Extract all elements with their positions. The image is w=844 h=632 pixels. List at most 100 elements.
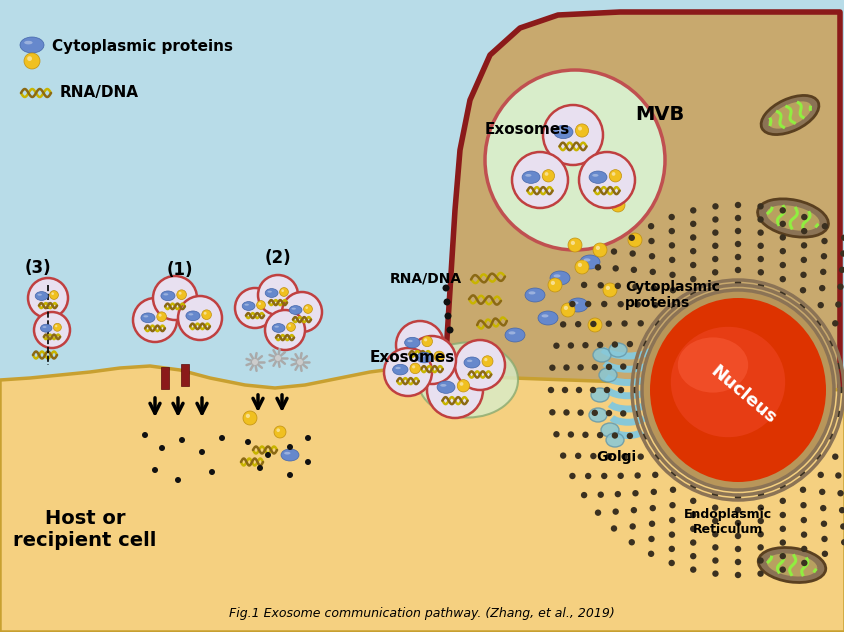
Circle shape: [28, 278, 68, 318]
Circle shape: [571, 241, 574, 245]
Bar: [161, 367, 169, 389]
Circle shape: [649, 505, 655, 511]
Text: RNA/DNA: RNA/DNA: [389, 271, 462, 285]
Circle shape: [574, 321, 581, 327]
Circle shape: [799, 517, 806, 523]
Ellipse shape: [395, 367, 400, 369]
Circle shape: [303, 305, 312, 313]
Circle shape: [690, 512, 695, 518]
Ellipse shape: [463, 357, 479, 368]
Circle shape: [630, 267, 636, 273]
Circle shape: [176, 290, 187, 300]
Circle shape: [560, 453, 565, 459]
Circle shape: [133, 298, 176, 342]
Circle shape: [690, 526, 695, 532]
Circle shape: [756, 216, 763, 222]
Circle shape: [757, 518, 763, 524]
Circle shape: [584, 473, 591, 479]
Circle shape: [596, 342, 603, 348]
Circle shape: [711, 203, 717, 210]
Circle shape: [605, 286, 609, 290]
Ellipse shape: [160, 291, 175, 301]
Circle shape: [734, 546, 740, 552]
Circle shape: [553, 431, 559, 437]
Circle shape: [711, 557, 717, 564]
Circle shape: [569, 473, 575, 479]
Circle shape: [757, 256, 763, 262]
Circle shape: [799, 487, 805, 493]
Circle shape: [819, 269, 825, 275]
Ellipse shape: [35, 291, 48, 300]
Circle shape: [647, 550, 653, 557]
Circle shape: [734, 559, 740, 565]
Circle shape: [711, 518, 717, 524]
Circle shape: [175, 477, 181, 483]
Circle shape: [690, 539, 695, 546]
Circle shape: [839, 250, 844, 257]
Circle shape: [265, 310, 305, 350]
Circle shape: [574, 260, 588, 274]
Circle shape: [590, 321, 594, 325]
Circle shape: [626, 433, 632, 439]
Circle shape: [834, 301, 841, 308]
Circle shape: [690, 483, 695, 490]
Circle shape: [690, 497, 695, 504]
Circle shape: [544, 172, 548, 176]
Circle shape: [547, 387, 554, 393]
Circle shape: [257, 275, 298, 315]
Ellipse shape: [553, 125, 572, 138]
Circle shape: [580, 492, 587, 498]
Circle shape: [690, 234, 695, 241]
Circle shape: [800, 560, 807, 566]
Circle shape: [459, 382, 463, 386]
Ellipse shape: [757, 547, 825, 583]
Circle shape: [597, 282, 603, 288]
Circle shape: [578, 152, 634, 208]
Circle shape: [839, 523, 844, 530]
Circle shape: [826, 433, 833, 440]
Ellipse shape: [605, 433, 623, 447]
Circle shape: [799, 272, 806, 278]
Text: MVB: MVB: [634, 105, 684, 124]
Circle shape: [756, 544, 763, 550]
Circle shape: [611, 172, 614, 176]
Circle shape: [286, 322, 295, 331]
Ellipse shape: [419, 355, 425, 357]
Ellipse shape: [188, 313, 193, 315]
Circle shape: [408, 336, 456, 384]
Circle shape: [549, 365, 555, 371]
Text: Golgi: Golgi: [595, 450, 636, 464]
Circle shape: [626, 341, 632, 347]
Ellipse shape: [677, 337, 747, 392]
Circle shape: [577, 263, 582, 267]
Ellipse shape: [274, 325, 279, 327]
Circle shape: [484, 70, 664, 250]
Circle shape: [446, 327, 453, 334]
Text: (2): (2): [264, 249, 291, 267]
Ellipse shape: [579, 255, 599, 269]
Circle shape: [779, 539, 785, 546]
Circle shape: [589, 453, 596, 459]
Text: Nucleus: Nucleus: [706, 362, 778, 428]
Circle shape: [779, 512, 785, 518]
Ellipse shape: [767, 101, 810, 129]
Circle shape: [711, 216, 717, 222]
Ellipse shape: [600, 423, 619, 437]
Circle shape: [652, 471, 657, 478]
Circle shape: [600, 301, 607, 307]
Circle shape: [668, 560, 674, 566]
Circle shape: [543, 105, 603, 165]
Circle shape: [152, 467, 158, 473]
Circle shape: [620, 453, 627, 459]
Circle shape: [594, 264, 601, 270]
Circle shape: [757, 491, 763, 497]
Circle shape: [800, 214, 807, 220]
Ellipse shape: [588, 171, 606, 183]
Circle shape: [836, 387, 843, 393]
Circle shape: [24, 53, 40, 69]
Circle shape: [734, 228, 740, 234]
Circle shape: [553, 343, 559, 349]
Ellipse shape: [670, 327, 784, 437]
Circle shape: [819, 505, 825, 511]
Circle shape: [219, 435, 225, 441]
